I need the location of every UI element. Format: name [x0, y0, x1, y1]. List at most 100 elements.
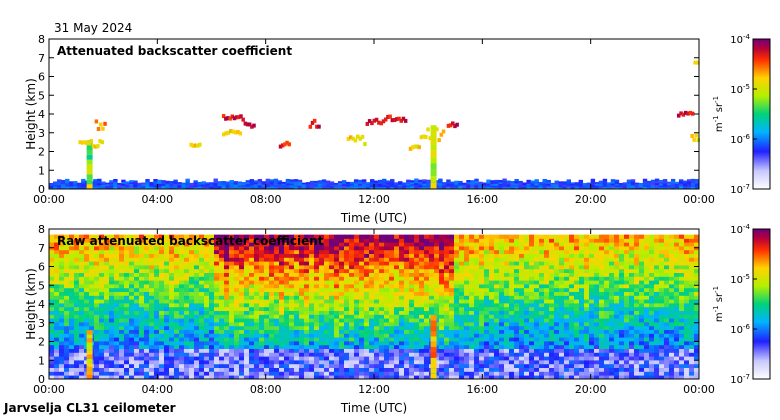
- backscatter-cell: [434, 246, 440, 251]
- backscatter-cell: [339, 242, 345, 247]
- backscatter-cell: [554, 348, 560, 353]
- backscatter-cell: [690, 184, 696, 188]
- backscatter-cell: [169, 310, 175, 315]
- backscatter-cell: [61, 183, 66, 186]
- backscatter-cell: [164, 341, 170, 346]
- backscatter-cell: [159, 363, 165, 369]
- backscatter-cell: [89, 276, 95, 281]
- backscatter-cell: [169, 314, 175, 319]
- backscatter-cell: [253, 183, 259, 186]
- backscatter-cell: [133, 185, 138, 188]
- backscatter-cell: [369, 367, 375, 372]
- backscatter-cell: [524, 234, 530, 239]
- backscatter-cell: [337, 181, 343, 184]
- backscatter-cell: [293, 187, 299, 190]
- backscatter-cell: [304, 318, 310, 323]
- backscatter-cell: [204, 261, 210, 266]
- backscatter-cell: [73, 184, 78, 187]
- backscatter-cell: [244, 234, 250, 239]
- backscatter-cell: [469, 284, 475, 289]
- backscatter-cell: [519, 242, 525, 247]
- backscatter-cell: [149, 310, 155, 315]
- backscatter-cell: [209, 265, 215, 270]
- backscatter-cell: [289, 375, 295, 380]
- backscatter-cell: [594, 182, 600, 184]
- backscatter-cell: [299, 356, 305, 361]
- backscatter-cell: [378, 181, 383, 184]
- backscatter-cell: [254, 325, 260, 331]
- backscatter-cell: [429, 249, 435, 255]
- backscatter-cell: [424, 310, 430, 315]
- backscatter-cell: [339, 253, 345, 258]
- backscatter-cell: [379, 337, 385, 342]
- backscatter-cell: [424, 375, 430, 380]
- backscatter-cell: [682, 183, 688, 187]
- backscatter-cell: [524, 291, 530, 296]
- backscatter-cell: [74, 265, 80, 270]
- backscatter-cell: [404, 238, 410, 243]
- backscatter-cell: [554, 268, 560, 274]
- backscatter-cell: [344, 371, 350, 376]
- backscatter-cell: [239, 257, 245, 262]
- backscatter-cell: [469, 356, 475, 361]
- backscatter-cell: [504, 333, 510, 338]
- backscatter-cell: [334, 363, 340, 369]
- backscatter-cell: [314, 238, 320, 243]
- backscatter-cell: [279, 276, 285, 281]
- backscatter-cell: [134, 306, 140, 312]
- cloud-cell: [241, 117, 245, 122]
- backscatter-cell: [454, 356, 460, 361]
- backscatter-cell: [259, 337, 265, 342]
- backscatter-cell: [529, 314, 535, 319]
- backscatter-cell: [374, 185, 379, 188]
- backscatter-cell: [406, 185, 411, 188]
- backscatter-cell: [574, 182, 580, 184]
- backscatter-cell: [509, 360, 515, 365]
- backscatter-cell: [349, 325, 355, 331]
- backscatter-cell: [484, 348, 490, 353]
- backscatter-cell: [524, 284, 530, 289]
- backscatter-cell: [74, 333, 80, 338]
- backscatter-cell: [479, 291, 485, 296]
- backscatter-cell: [529, 337, 535, 342]
- backscatter-cell: [369, 284, 375, 289]
- backscatter-cell: [141, 185, 146, 187]
- backscatter-cell: [344, 234, 350, 239]
- backscatter-cell: [169, 348, 175, 353]
- backscatter-cell: [279, 287, 285, 293]
- backscatter-cell: [209, 268, 215, 274]
- backscatter-cell: [74, 303, 80, 308]
- backscatter-cell: [149, 299, 155, 304]
- backscatter-cell: [564, 253, 570, 258]
- backscatter-cell: [154, 246, 160, 251]
- backscatter-cell: [374, 367, 380, 372]
- backscatter-cell: [524, 295, 530, 300]
- backscatter-cell: [509, 303, 515, 308]
- backscatter-cell: [145, 185, 150, 188]
- backscatter-cell: [153, 183, 158, 186]
- backscatter-cell: [569, 363, 575, 369]
- backscatter-cell: [129, 180, 134, 183]
- backscatter-cell: [289, 371, 295, 376]
- backscatter-cell: [64, 261, 70, 266]
- backscatter-cell: [269, 187, 275, 190]
- backscatter-cell: [204, 246, 210, 251]
- backscatter-cell: [219, 238, 225, 243]
- backscatter-cell: [244, 291, 250, 296]
- backscatter-cell: [289, 341, 295, 346]
- cloud-cell: [103, 121, 107, 126]
- backscatter-cell: [199, 242, 205, 247]
- backscatter-cell: [369, 325, 375, 331]
- backscatter-cell: [134, 272, 140, 277]
- backscatter-cell: [389, 272, 395, 277]
- backscatter-cell: [184, 318, 190, 323]
- backscatter-cell: [244, 375, 250, 380]
- backscatter-cell: [439, 303, 445, 308]
- backscatter-cell: [194, 242, 200, 247]
- backscatter-cell: [674, 184, 680, 187]
- backscatter-cell: [419, 314, 425, 319]
- backscatter-cell: [169, 360, 175, 365]
- backscatter-cell: [297, 183, 303, 186]
- backscatter-cell: [79, 280, 85, 285]
- backscatter-cell: [494, 375, 500, 380]
